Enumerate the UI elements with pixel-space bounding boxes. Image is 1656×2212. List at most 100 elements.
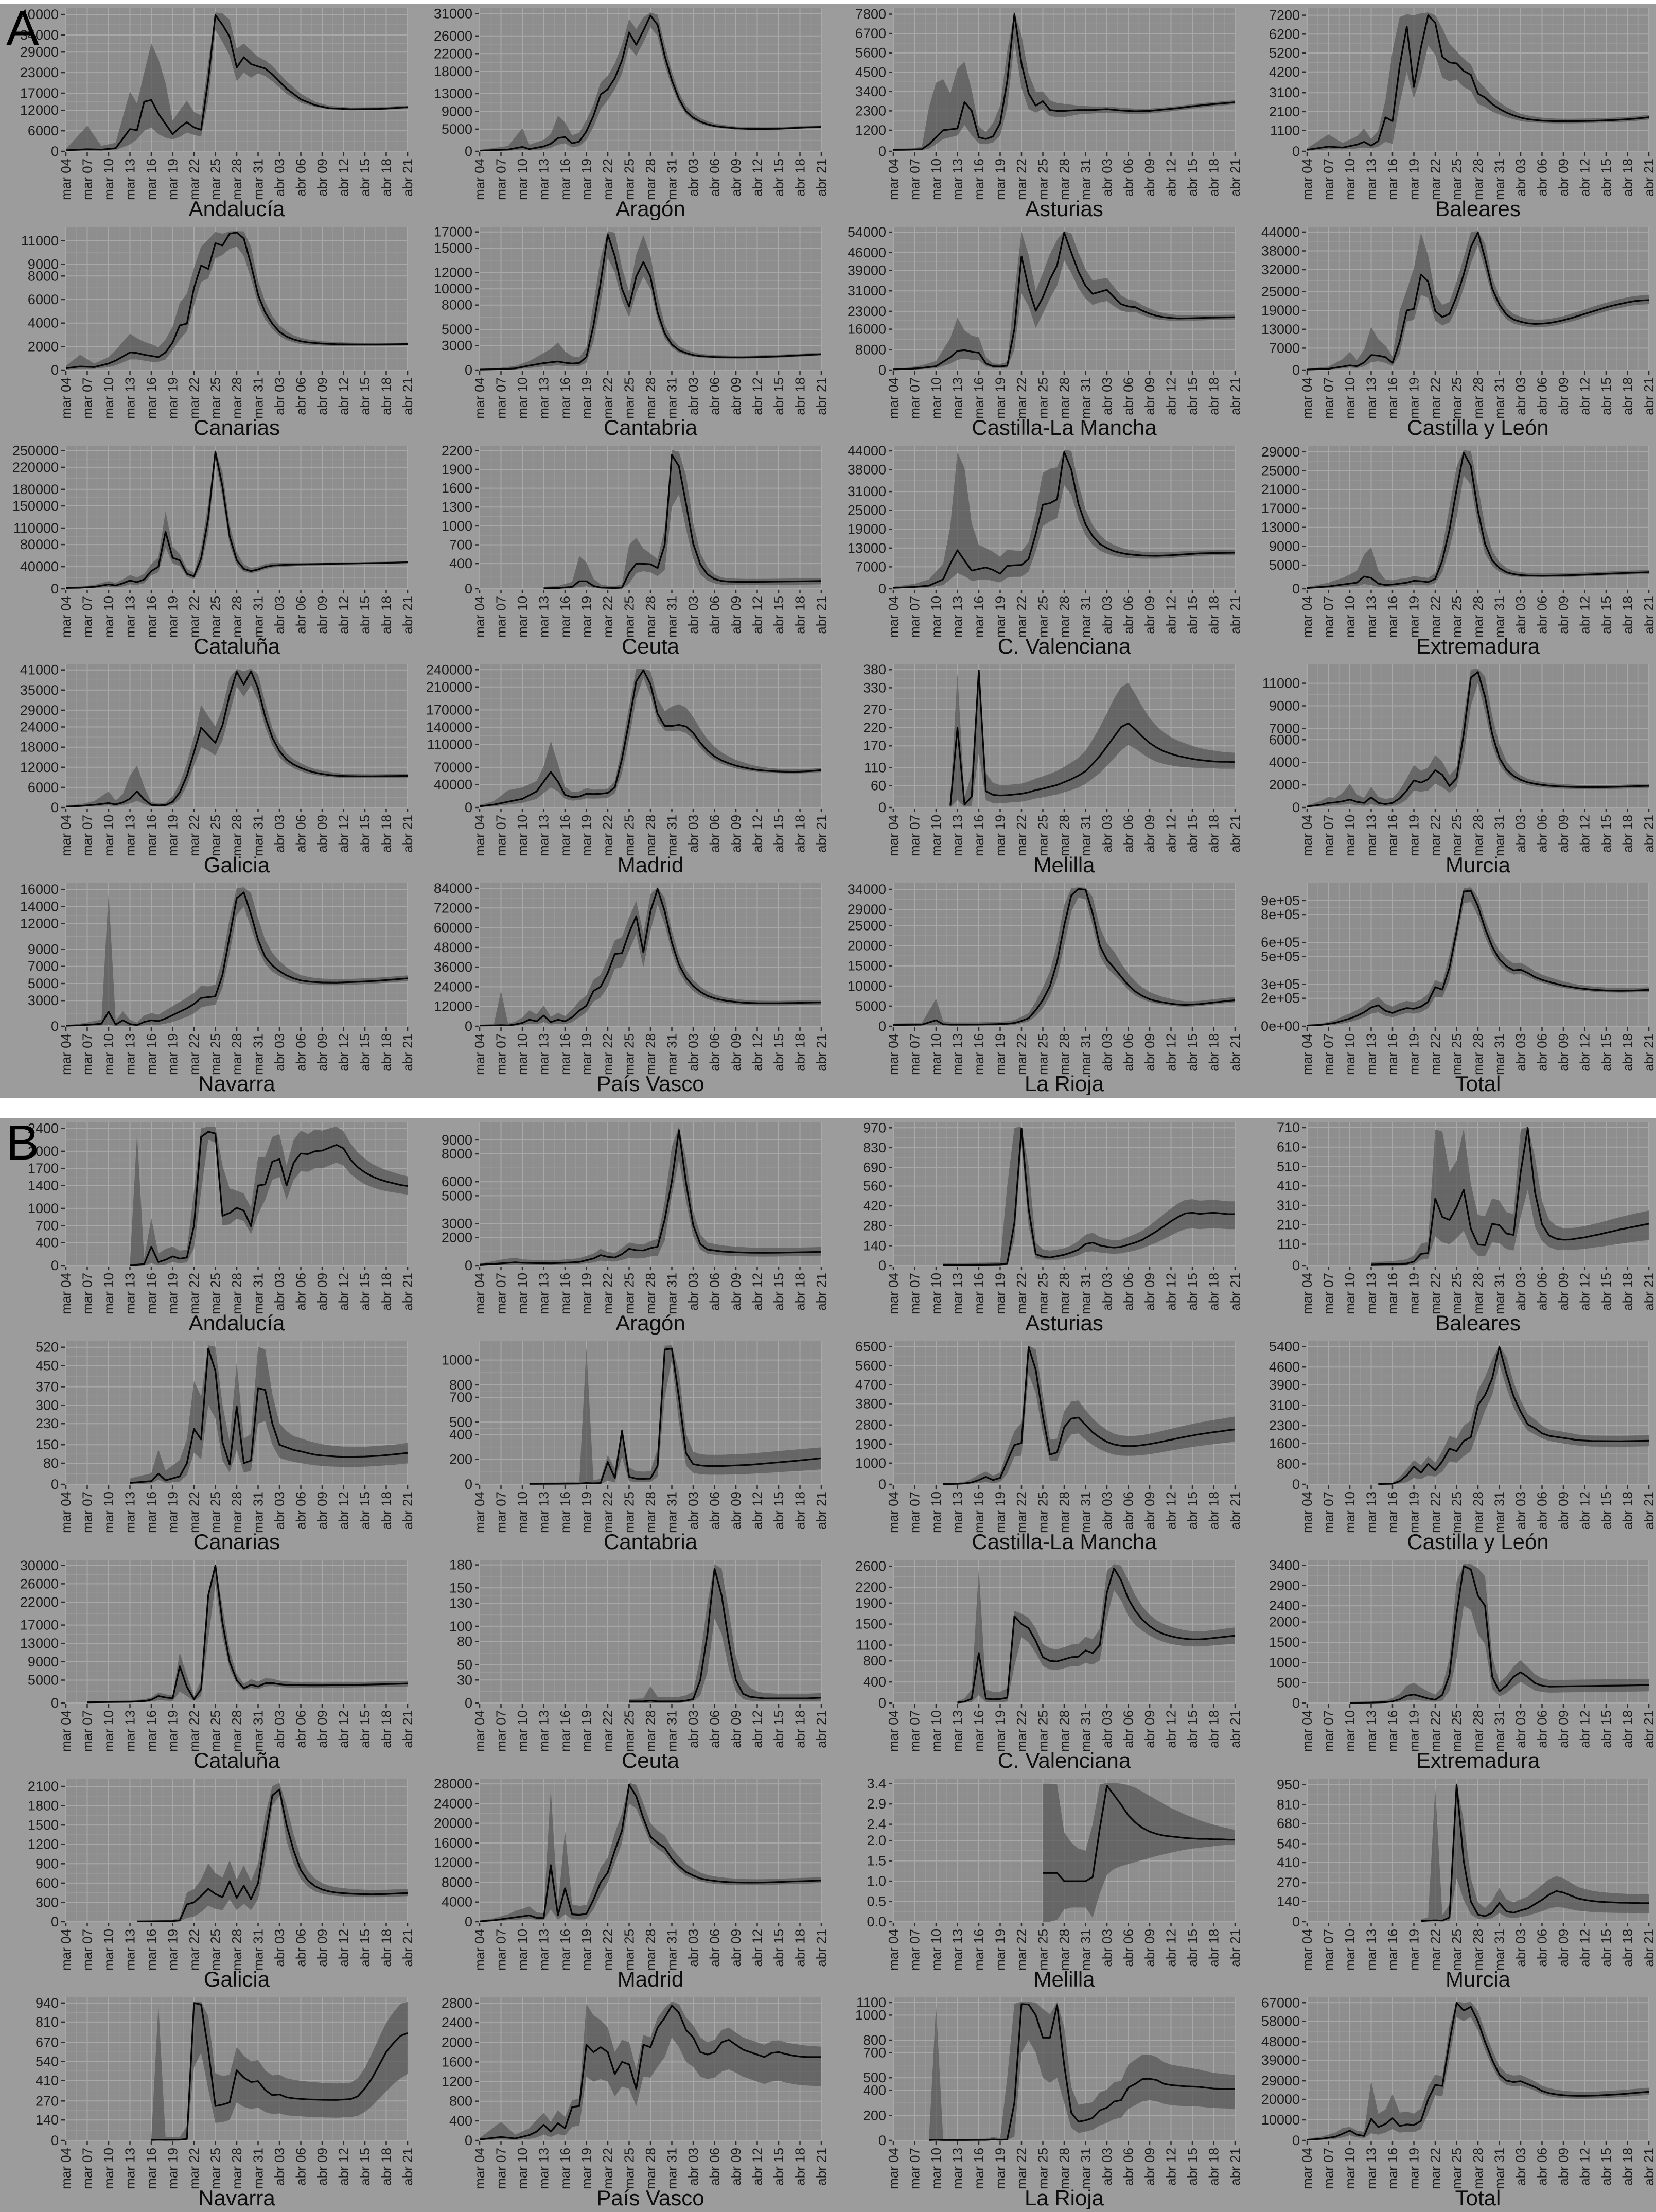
facet-title: Melilla <box>1033 853 1095 876</box>
facet-title: Andalucía <box>189 197 285 220</box>
x-tick-label: abr 03 <box>272 1273 287 1311</box>
x-tick-label: abr 12 <box>336 2148 351 2186</box>
x-tick-label: mar 10 <box>515 596 530 638</box>
x-tick-label: mar 07 <box>80 1033 95 1075</box>
x-tick-label: abr 09 <box>314 377 330 415</box>
x-tick-label: mar 28 <box>1056 1033 1072 1075</box>
x-tick-label: abr 21 <box>814 377 829 415</box>
facet-chart: 0.0 0.5 1.0 1.5 2.02.4 2.9 3.4 mar 04 mar 07 mar … <box>867 1776 1243 1991</box>
x-tick-label: abr 18 <box>792 377 808 415</box>
facet-title: Murcia <box>1446 1967 1511 1991</box>
x-tick-label: abr 06 <box>1121 1491 1136 1530</box>
x-tick-label: mar 31 <box>1078 1033 1094 1075</box>
confidence-ribbon <box>1307 2002 1649 2140</box>
x-tick-label: abr 18 <box>1206 159 1222 197</box>
x-tick-label: abr 06 <box>1121 377 1136 415</box>
x-tick-label: mar 16 <box>971 815 986 856</box>
y-tick-label: 500 <box>449 1414 472 1430</box>
x-tick-label: abr 15 <box>1598 596 1614 634</box>
y-tick-label: 210000 <box>426 679 472 695</box>
x-tick-label: mar 19 <box>993 2148 1008 2189</box>
y-tick-label: 0 <box>465 1477 472 1492</box>
x-tick-label: abr 03 <box>1513 1273 1528 1311</box>
median-line <box>137 1788 408 1922</box>
y-tick-label: 1800 <box>28 1798 59 1814</box>
y-tick-label: 810 <box>36 2014 59 2030</box>
x-tick-label: mar 28 <box>229 1273 244 1314</box>
x-tick-label: abr 09 <box>728 1033 744 1072</box>
y-tick-label: 1400 <box>28 1178 59 1193</box>
x-tick-label: mar 28 <box>1056 1491 1072 1533</box>
x-tick-label: mar 31 <box>1078 1710 1094 1752</box>
y-tick-label: 6000 <box>28 780 59 795</box>
x-tick-label: abr 18 <box>792 1273 808 1311</box>
x-tick-label: mar 22 <box>600 815 615 856</box>
x-tick-label: mar 31 <box>251 2148 266 2189</box>
y-tick-label: 6000 <box>442 1174 472 1189</box>
y-tick-label: 25000 <box>1261 284 1300 300</box>
x-tick-label: abr 21 <box>400 377 415 415</box>
x-tick-label: mar 25 <box>1035 159 1051 200</box>
y-tick-label: 1500 <box>28 1817 59 1833</box>
x-tick-label: mar 16 <box>557 1491 573 1533</box>
x-tick-label: abr 12 <box>336 1491 351 1530</box>
x-tick-label: abr 18 <box>379 1710 394 1748</box>
facet-chart: 0 5000 9000 13000 17000 22000 26000 30000 mar 04… <box>20 1558 415 1772</box>
x-tick-label: abr 21 <box>814 1491 829 1530</box>
y-tick-label: 1000 <box>28 1201 59 1216</box>
x-tick-label: mar 22 <box>600 1273 615 1314</box>
x-tick-label: mar 28 <box>1470 2148 1486 2189</box>
x-tick-label: mar 22 <box>1428 1273 1443 1314</box>
x-tick-label: abr 03 <box>272 1491 287 1530</box>
x-tick-label: abr 15 <box>1185 815 1200 853</box>
x-tick-label: mar 04 <box>58 1033 74 1075</box>
x-tick-label: abr 21 <box>1641 1710 1656 1748</box>
y-tick-label: 18000 <box>20 740 59 755</box>
facet-chart: 0 800 1600 2300 3100 3900 4600 5400 mar 04 mar 07… <box>1269 1339 1656 1554</box>
y-tick-label: 0 <box>1292 800 1300 815</box>
y-tick-label: 4500 <box>855 64 886 80</box>
y-tick-label: 1200 <box>28 1837 59 1852</box>
y-tick-label: 60 <box>871 778 886 794</box>
y-tick-label: 3100 <box>1269 1398 1300 1413</box>
x-tick-label: abr 15 <box>1598 1491 1614 1530</box>
y-tick-label: 5000 <box>442 1188 472 1203</box>
x-tick-label: abr 12 <box>1164 1273 1179 1311</box>
confidence-ribbon <box>66 669 408 807</box>
y-tick-label: 4200 <box>1269 64 1300 80</box>
median-line <box>1378 1346 1649 1485</box>
y-tick-label: 40000 <box>20 559 59 574</box>
facet-País Vasco: 0 400 800 1200 1600 2000 2400 2800 mar 04 mar 07 m… <box>415 1993 829 2212</box>
y-tick-label: 0 <box>1292 581 1300 596</box>
x-tick-label: mar 19 <box>993 1491 1008 1533</box>
x-tick-label: abr 03 <box>1099 377 1115 415</box>
x-tick-label: mar 19 <box>1406 159 1422 200</box>
y-tick-label: 140000 <box>426 719 472 735</box>
y-tick-label: 420 <box>863 1198 886 1214</box>
y-tick-label: 2600 <box>855 1558 886 1574</box>
x-tick-label: mar 31 <box>664 1710 680 1752</box>
x-tick-label: mar 10 <box>101 159 116 200</box>
x-tick-label: abr 09 <box>728 1491 744 1530</box>
y-tick-label: 140 <box>1277 1894 1300 1909</box>
x-tick-label: abr 12 <box>750 596 765 634</box>
x-tick-label: abr 12 <box>336 1273 351 1311</box>
x-tick-label: abr 12 <box>336 815 351 853</box>
x-tick-label: mar 31 <box>1078 1929 1094 1971</box>
median-line <box>1349 1565 1649 1704</box>
x-tick-label: abr 03 <box>685 1033 701 1072</box>
x-tick-label: mar 13 <box>536 1491 552 1533</box>
x-tick-label: abr 12 <box>1164 1033 1179 1072</box>
x-tick-label: mar 10 <box>1342 1273 1358 1314</box>
facet-title: La Rioja <box>1025 2186 1104 2209</box>
x-tick-label: mar 31 <box>1078 1491 1094 1533</box>
median-line <box>949 670 1236 806</box>
x-tick-label: abr 18 <box>1206 596 1222 634</box>
facet-C. Valenciana: 0 400 800 1100 1500 1900 2200 2600 mar 04 mar 07 m… <box>829 1556 1243 1775</box>
